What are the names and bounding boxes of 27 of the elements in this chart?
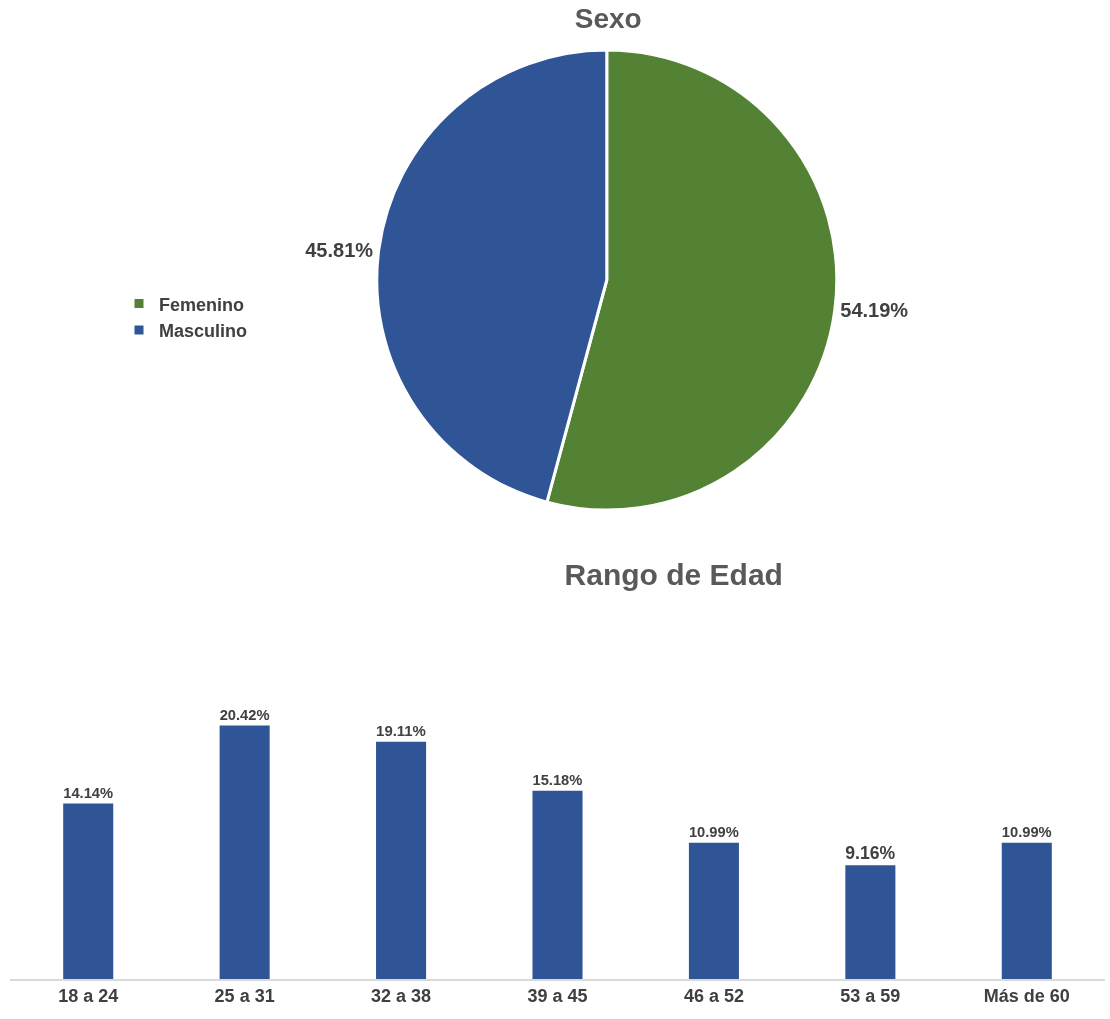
bar [1001,842,1052,979]
data-label: 54.19% [840,299,909,322]
data-label: 9.16% [845,842,896,863]
bar [688,842,739,979]
bar [219,725,270,979]
x-tick-label: 25 a 31 [214,986,275,1007]
x-tick-label: 53 a 59 [840,986,901,1007]
legend-label: Masculino [159,320,248,341]
x-tick-label: 18 a 24 [58,986,119,1007]
data-label: 20.42% [219,706,270,723]
chart-title: Rango de Edad [564,558,783,592]
x-tick-label: 32 a 38 [371,986,432,1007]
x-tick-label: 46 a 52 [683,986,744,1007]
legend-label: Femenino [159,294,245,315]
bar [376,741,427,979]
x-tick-label: Más de 60 [983,986,1070,1007]
bar [63,803,114,979]
chart-title: Sexo [574,2,642,34]
data-label: 19.11% [376,721,426,739]
bar [532,790,583,979]
x-tick-label: 39 a 45 [527,986,588,1007]
data-label: 14.14% [63,784,114,801]
data-label: 10.99% [1001,823,1052,840]
data-label: 15.18% [532,771,583,788]
bar [845,865,896,979]
data-label: 45.81% [305,238,374,261]
data-label: 10.99% [688,823,739,840]
